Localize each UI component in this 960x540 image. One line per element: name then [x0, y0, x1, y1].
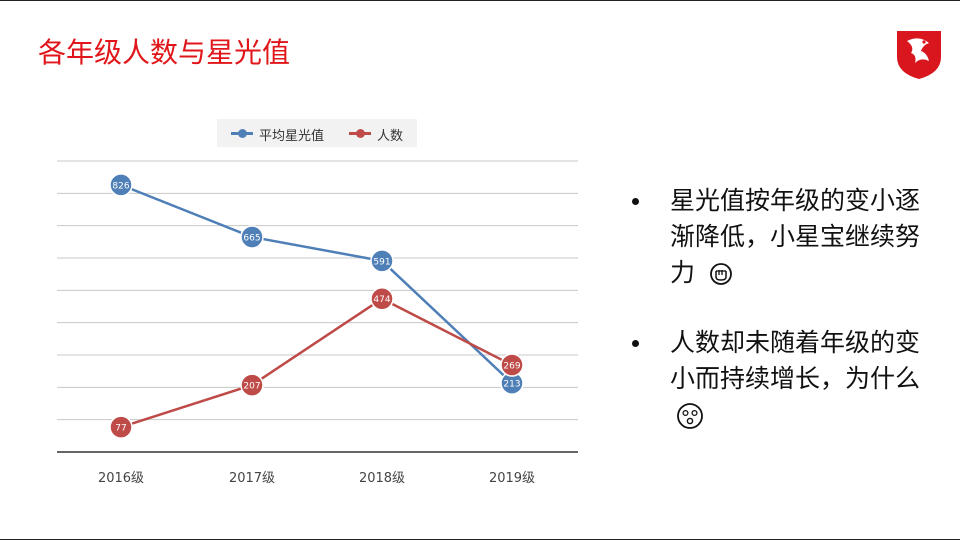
bullet-item: 星光值按年级的变小逐渐降低，小星宝继续努力	[632, 183, 932, 291]
page-title: 各年级人数与星光值	[38, 36, 291, 69]
x-tick-label: 2019级	[489, 471, 535, 486]
bullet-list: 星光值按年级的变小逐渐降低，小星宝继续努力 人数却未随着年级的变小而持续增长，为…	[632, 183, 932, 467]
surprised-face-icon	[677, 403, 703, 429]
series-line-count	[120, 297, 513, 429]
data-label: 269	[503, 362, 520, 372]
bullet-dot	[632, 198, 639, 205]
data-label: 591	[373, 257, 390, 267]
bullet-text: 人数却未随着年级的变小而持续增长，为什么	[670, 328, 921, 393]
legend-marker-red	[356, 129, 365, 138]
x-tick-label: 2018级	[359, 471, 405, 486]
x-tick-label: 2017级	[229, 471, 275, 486]
data-point	[370, 286, 394, 311]
bullet-dot	[632, 340, 639, 347]
series-line-avg-star	[120, 183, 513, 385]
bullet-item: 人数却未随着年级的变小而持续增长，为什么	[632, 325, 932, 433]
data-label: 77	[115, 424, 126, 434]
data-point	[109, 173, 133, 197]
data-point	[370, 249, 394, 273]
legend-label-avg-star: 平均星光值	[259, 129, 325, 144]
data-point	[240, 373, 264, 397]
data-label: 474	[373, 295, 390, 305]
data-label: 213	[503, 380, 520, 390]
line-chart: 2016级 2017级 2018级 2019级 826 665 591 213 77 207 474…	[57, 160, 578, 486]
fist-icon	[710, 263, 732, 285]
data-label: 665	[243, 233, 260, 243]
dragon-shield-logo-icon	[897, 31, 941, 79]
data-point	[500, 353, 524, 377]
data-label: 207	[243, 382, 260, 392]
chart-legend: 平均星光值 人数	[217, 119, 417, 147]
legend-label-count: 人数	[377, 129, 404, 144]
legend-marker-blue	[238, 129, 247, 138]
data-point	[109, 415, 133, 439]
bullet-text: 星光值按年级的变小逐渐降低，小星宝继续努力	[670, 186, 921, 287]
data-label: 826	[112, 181, 129, 191]
data-point	[240, 225, 264, 249]
x-tick-label: 2016级	[98, 471, 144, 486]
